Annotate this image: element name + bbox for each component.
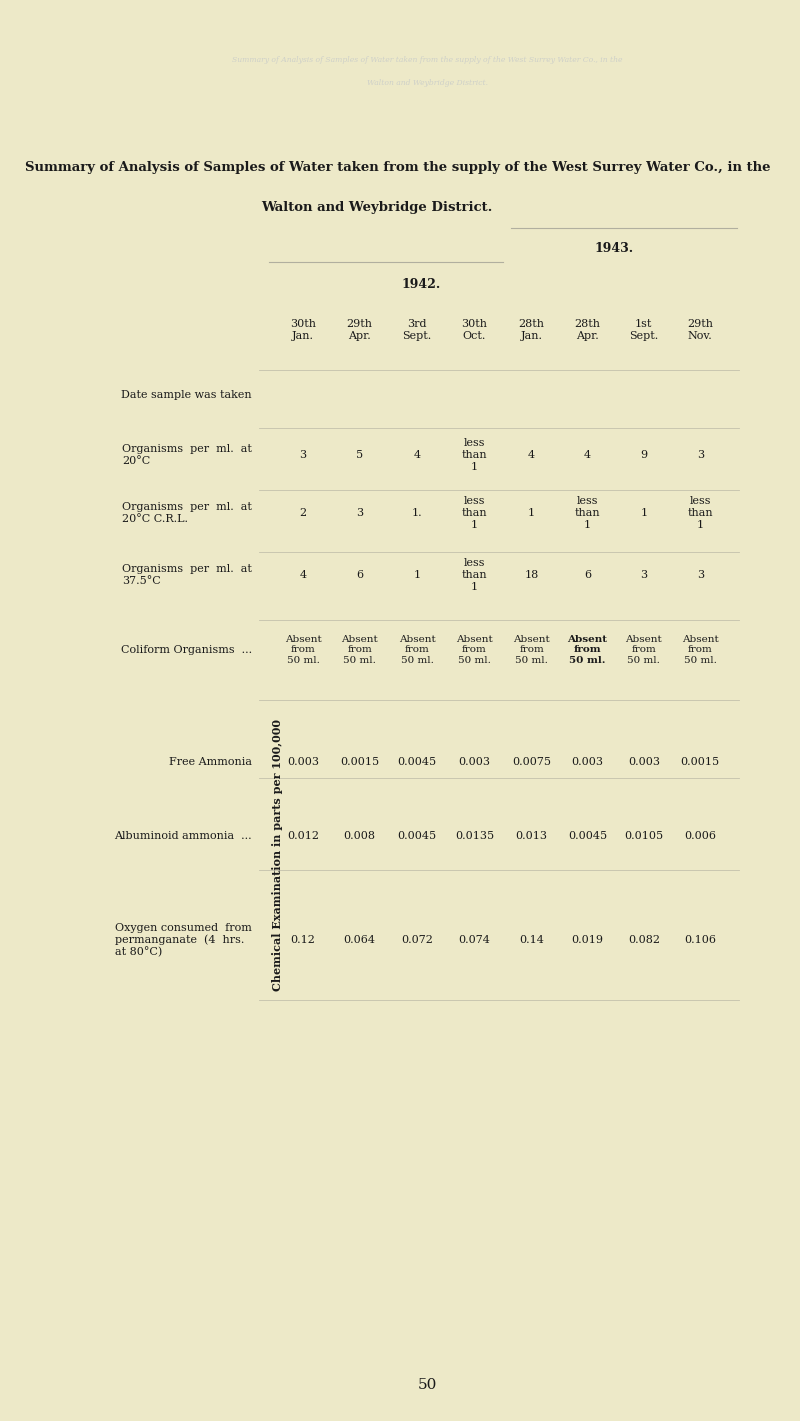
- Text: 9: 9: [640, 450, 647, 460]
- Text: Date sample was taken: Date sample was taken: [121, 389, 252, 399]
- Text: 18: 18: [525, 570, 538, 580]
- Text: 0.0135: 0.0135: [454, 831, 494, 841]
- Text: 1: 1: [414, 570, 421, 580]
- Text: 0.082: 0.082: [628, 935, 660, 945]
- Text: 0.074: 0.074: [458, 935, 490, 945]
- Text: 28th
Apr.: 28th Apr.: [574, 320, 600, 341]
- Text: 1943.: 1943.: [594, 242, 634, 254]
- Text: less
than
1: less than 1: [462, 558, 487, 591]
- Text: 0.019: 0.019: [571, 935, 603, 945]
- Text: 5: 5: [356, 450, 363, 460]
- Text: Absent
from
50 ml.: Absent from 50 ml.: [285, 635, 322, 665]
- Text: Absent
from
50 ml.: Absent from 50 ml.: [398, 635, 435, 665]
- Text: 30th
Jan.: 30th Jan.: [290, 320, 316, 341]
- Text: less
than
1: less than 1: [462, 496, 487, 530]
- Text: 3: 3: [697, 570, 704, 580]
- Text: 0.003: 0.003: [287, 757, 319, 767]
- Text: 29th
Nov.: 29th Nov.: [687, 320, 714, 341]
- Text: 0.003: 0.003: [628, 757, 660, 767]
- Text: 0.0015: 0.0015: [681, 757, 720, 767]
- Text: 0.0045: 0.0045: [398, 757, 437, 767]
- Text: Albuminoid ammonia  ...: Albuminoid ammonia ...: [114, 831, 252, 841]
- Text: 50: 50: [418, 1378, 437, 1393]
- Text: 1: 1: [528, 507, 535, 519]
- Text: 29th
Apr.: 29th Apr.: [346, 320, 373, 341]
- Text: Organisms  per  ml.  at
20°C C.R.L.: Organisms per ml. at 20°C C.R.L.: [122, 502, 252, 524]
- Text: 0.106: 0.106: [684, 935, 716, 945]
- Text: less
than
1: less than 1: [574, 496, 600, 530]
- Text: less
than
1: less than 1: [462, 439, 487, 472]
- Text: 0.072: 0.072: [401, 935, 433, 945]
- Text: Oxygen consumed  from
permanganate  (4  hrs.
at 80°C): Oxygen consumed from permanganate (4 hrs…: [115, 922, 252, 958]
- Text: 4: 4: [414, 450, 421, 460]
- Text: Absent
from
50 ml.: Absent from 50 ml.: [626, 635, 662, 665]
- Text: 0.013: 0.013: [516, 831, 548, 841]
- Text: Walton and Weybridge District.: Walton and Weybridge District.: [366, 80, 488, 87]
- Text: less
than
1: less than 1: [687, 496, 713, 530]
- Text: 1st
Sept.: 1st Sept.: [629, 320, 658, 341]
- Text: 0.0105: 0.0105: [624, 831, 663, 841]
- Text: 0.0015: 0.0015: [340, 757, 379, 767]
- Text: 0.0075: 0.0075: [512, 757, 551, 767]
- Text: Absent
from
50 ml.: Absent from 50 ml.: [456, 635, 493, 665]
- Text: 6: 6: [584, 570, 591, 580]
- Text: Absent
from
50 ml.: Absent from 50 ml.: [567, 635, 607, 665]
- Text: 4: 4: [300, 570, 306, 580]
- Text: 0.012: 0.012: [287, 831, 319, 841]
- Text: 1942.: 1942.: [402, 279, 441, 291]
- Text: 0.003: 0.003: [571, 757, 603, 767]
- Text: 0.003: 0.003: [458, 757, 490, 767]
- Text: 1.: 1.: [412, 507, 422, 519]
- Text: 4: 4: [528, 450, 535, 460]
- Text: Chemical Examination in parts per 100,000: Chemical Examination in parts per 100,00…: [271, 719, 282, 990]
- Text: Absent
from
50 ml.: Absent from 50 ml.: [682, 635, 718, 665]
- Text: 30th
Oct.: 30th Oct.: [462, 320, 487, 341]
- Text: 1: 1: [640, 507, 647, 519]
- Text: 4: 4: [584, 450, 591, 460]
- Text: Walton and Weybridge District.: Walton and Weybridge District.: [261, 202, 492, 215]
- Text: Free Ammonia: Free Ammonia: [169, 757, 252, 767]
- Text: 0.12: 0.12: [290, 935, 316, 945]
- Text: Absent
from
50 ml.: Absent from 50 ml.: [514, 635, 550, 665]
- Text: 0.008: 0.008: [344, 831, 376, 841]
- Text: 2: 2: [300, 507, 306, 519]
- Text: 3: 3: [356, 507, 363, 519]
- Text: Absent
from
50 ml.: Absent from 50 ml.: [342, 635, 378, 665]
- Text: 0.064: 0.064: [344, 935, 376, 945]
- Text: 3: 3: [697, 450, 704, 460]
- Text: 3rd
Sept.: 3rd Sept.: [402, 320, 432, 341]
- Text: 0.006: 0.006: [684, 831, 716, 841]
- Text: 28th
Jan.: 28th Jan.: [518, 320, 545, 341]
- Text: 3: 3: [640, 570, 647, 580]
- Text: 6: 6: [356, 570, 363, 580]
- Text: 0.0045: 0.0045: [398, 831, 437, 841]
- Text: Organisms  per  ml.  at
37.5°C: Organisms per ml. at 37.5°C: [122, 564, 252, 585]
- Text: 0.0045: 0.0045: [568, 831, 607, 841]
- Text: 0.14: 0.14: [519, 935, 544, 945]
- Text: Summary of Analysis of Samples of Water taken from the supply of the West Surrey: Summary of Analysis of Samples of Water …: [232, 55, 622, 64]
- Text: Organisms  per  ml.  at
20°C: Organisms per ml. at 20°C: [122, 445, 252, 466]
- Text: Coliform Organisms  ...: Coliform Organisms ...: [121, 645, 252, 655]
- Text: Summary of Analysis of Samples of Water taken from the supply of the West Surrey: Summary of Analysis of Samples of Water …: [25, 162, 770, 175]
- Text: 3: 3: [300, 450, 306, 460]
